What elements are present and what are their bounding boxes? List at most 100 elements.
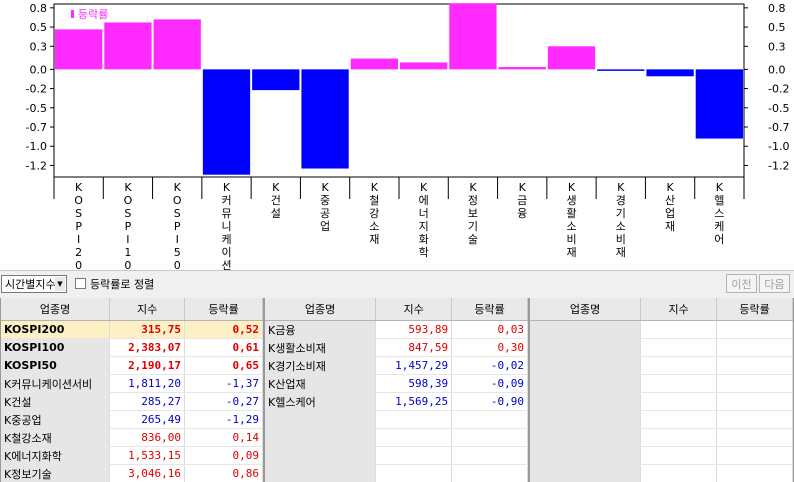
bar (104, 22, 152, 70)
table-row[interactable] (265, 464, 528, 482)
header-index[interactable]: 지수 (640, 298, 718, 321)
table-row[interactable]: K에너지화학 1,533,15 0,09 (1, 446, 263, 465)
cell-index: 836,00 (109, 428, 186, 447)
cell-sector-name: K금융 (265, 320, 377, 339)
y-tick-label-left: 0.3 (30, 40, 48, 53)
y-tick-label-left: -0.7 (26, 121, 47, 134)
cell-sector-name: K산업재 (265, 374, 377, 393)
cell-index: 1,533,15 (109, 446, 186, 465)
header-index[interactable]: 지수 (109, 298, 186, 321)
cell-index: 2,383,07 (109, 338, 186, 357)
sector-change-chart: 등락률 0.8 0.8 0.5 0.5 0.3 0.3 0.0 0.0 -0.2 -0.2 -0.5 -… (26, 2, 790, 270)
bar (498, 67, 546, 70)
cell-change: -0,27 (184, 392, 263, 411)
table-row[interactable] (265, 410, 528, 429)
view-mode-select[interactable]: 시간별지수 ▼ (1, 275, 67, 293)
bar (646, 69, 694, 77)
table-row[interactable] (530, 410, 793, 429)
legend-label: 등락률 (78, 8, 108, 21)
table-row[interactable] (530, 356, 793, 375)
header-index[interactable]: 지수 (375, 298, 453, 321)
cell-sector-name: KOSPI100 (1, 338, 111, 357)
sector-table-1: 업종명 지수 등락률 KOSPI200 315,75 0,52 KOSPI100 2,383,… (0, 298, 264, 482)
table-row[interactable] (530, 392, 793, 411)
cell-index (640, 410, 718, 429)
table-row[interactable] (530, 374, 793, 393)
cell-sector-name: K생활소비재 (265, 338, 377, 357)
table-row[interactable]: K헬스케어 1,569,25 -0,90 (265, 392, 528, 411)
cell-change: -1,29 (184, 410, 263, 429)
cell-index (640, 374, 718, 393)
table-row[interactable]: K산업재 598,39 -0,09 (265, 374, 528, 393)
header-sector-name[interactable]: 업종명 (1, 298, 111, 321)
table-row[interactable]: K금융 593,89 0,03 (265, 320, 528, 339)
header-sector-name[interactable]: 업종명 (265, 298, 377, 321)
y-tick-label-right: -1.2 (768, 159, 789, 172)
table-row[interactable] (265, 446, 528, 465)
cell-index (375, 410, 453, 429)
header-change[interactable]: 등락률 (451, 298, 528, 321)
cell-sector-name (530, 320, 642, 339)
dropdown-arrow-icon[interactable]: ▼ (55, 277, 65, 291)
cell-index (640, 428, 718, 447)
bar (350, 58, 398, 70)
cell-change: -1,37 (184, 374, 263, 393)
table-row[interactable]: K철강소재 836,00 0,14 (1, 428, 263, 447)
table-row[interactable] (530, 338, 793, 357)
table-row[interactable]: K건설 285,27 -0,27 (1, 392, 263, 411)
table-row[interactable]: K중공업 265,49 -1,29 (1, 410, 263, 429)
table-row[interactable]: KOSPI50 2,190,17 0,65 (1, 356, 263, 375)
header-sector-name[interactable]: 업종명 (530, 298, 642, 321)
cell-sector-name (265, 464, 377, 482)
y-tick-label-left: -0.5 (26, 102, 47, 115)
cell-sector-name: K정보기술 (1, 464, 111, 482)
bar (695, 69, 743, 139)
cell-sector-name: KOSPI50 (1, 356, 111, 375)
table-row[interactable] (530, 320, 793, 339)
cell-change (716, 356, 793, 375)
table-row[interactable]: K생활소비재 847,59 0,30 (265, 338, 528, 357)
sort-by-change-label: 등락률로 정렬 (90, 278, 155, 291)
cell-sector-name (530, 446, 642, 465)
cell-index: 1,811,20 (109, 374, 186, 393)
prev-button[interactable]: 이전 (726, 274, 757, 293)
y-tick-label-left: -1.2 (26, 159, 47, 172)
cell-sector-name (530, 374, 642, 393)
header-change[interactable]: 등락률 (716, 298, 793, 321)
bar (153, 19, 201, 70)
bar (597, 69, 645, 71)
table-row[interactable]: KOSPI100 2,383,07 0,61 (1, 338, 263, 357)
table-row[interactable] (265, 428, 528, 447)
table-row[interactable]: KOSPI200 315,75 0,52 (1, 320, 263, 339)
next-button[interactable]: 다음 (759, 274, 790, 293)
bar (400, 62, 448, 70)
table-row[interactable]: K경기소비재 1,457,29 -0,02 (265, 356, 528, 375)
table-row[interactable] (530, 428, 793, 447)
cell-change: 0,86 (184, 464, 263, 482)
y-tick-label-right: -0.5 (768, 102, 789, 115)
cell-index: 2,190,17 (109, 356, 186, 375)
cell-change: 0,03 (451, 320, 528, 339)
table-row[interactable] (530, 446, 793, 465)
y-tick-label-right: -0.2 (768, 83, 789, 96)
cell-change: -0,02 (451, 356, 528, 375)
cell-index (640, 464, 718, 482)
cell-change: -0,90 (451, 392, 528, 411)
cell-index (375, 428, 453, 447)
sort-by-change-checkbox[interactable] (75, 278, 86, 289)
table-row[interactable] (530, 464, 793, 482)
chart-panel: 등락률 0.8 0.8 0.5 0.5 0.3 0.3 0.0 0.0 -0.2 -0.2 -0.5 -… (0, 0, 794, 270)
cell-sector-name: K건설 (1, 392, 111, 411)
cell-index (640, 392, 718, 411)
table-row[interactable]: K커뮤니케이션서비 1,811,20 -1,37 (1, 374, 263, 393)
header-change[interactable]: 등락률 (184, 298, 263, 321)
table-row[interactable]: K정보기술 3,046,16 0,86 (1, 464, 263, 482)
cell-change (716, 374, 793, 393)
y-tick-label-left: -1.0 (26, 140, 47, 153)
cell-change (716, 320, 793, 339)
cell-sector-name (265, 428, 377, 447)
bar (202, 69, 251, 175)
